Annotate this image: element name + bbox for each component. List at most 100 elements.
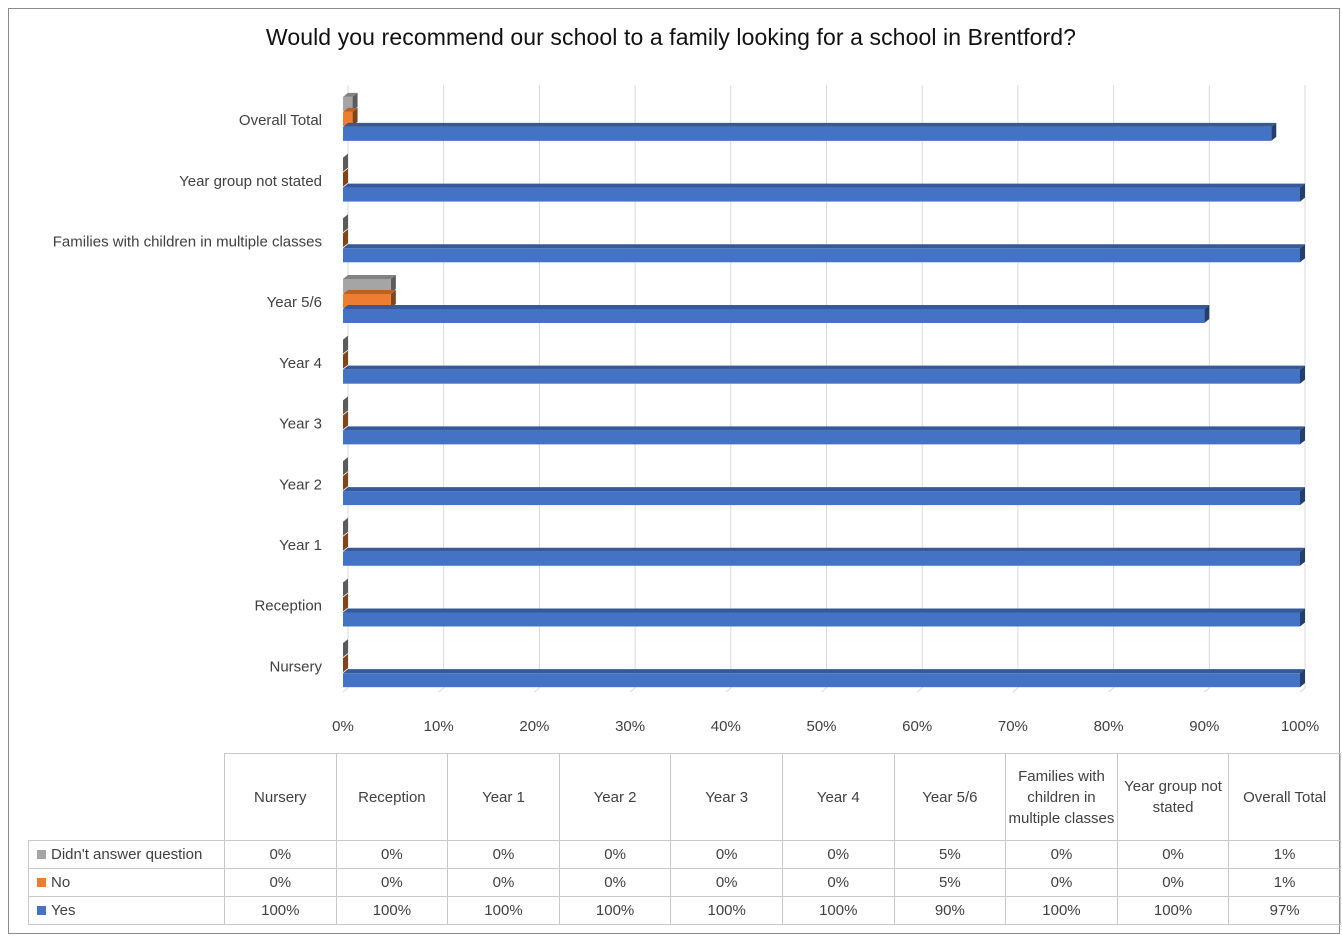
bar-yes-side — [1300, 426, 1305, 445]
table-cell: 0% — [447, 868, 560, 897]
bar-no-side — [343, 350, 348, 369]
table-cell: 0% — [558, 840, 672, 869]
y-axis-label: Year 2 — [279, 476, 322, 493]
bar-didnt-answer — [343, 96, 353, 111]
legend-label: No — [51, 874, 71, 891]
table-cell: 0% — [670, 840, 783, 869]
x-tick-label: 40% — [711, 718, 741, 735]
gridline-floor — [1108, 687, 1114, 693]
table-column-header: Overall Total — [1228, 753, 1341, 841]
x-tick-label: 60% — [902, 718, 932, 735]
bar-didnt-answer-side — [343, 578, 348, 597]
legend-label: Yes — [51, 902, 76, 919]
bar-no-top — [343, 107, 358, 112]
x-tick-label: 80% — [1094, 718, 1124, 735]
bar-yes-side — [1204, 304, 1210, 323]
legend-swatch — [37, 878, 46, 887]
table-cell: 0% — [670, 868, 783, 897]
bar-no — [343, 111, 353, 126]
y-axis-label: Overall Total — [239, 112, 322, 129]
bar-yes — [343, 491, 1300, 506]
bar-yes-side — [1300, 244, 1305, 263]
table-cell: 100% — [1005, 896, 1118, 925]
y-axis-label: Year 5/6 — [267, 294, 322, 311]
x-tick-label: 50% — [806, 718, 836, 735]
table-cell: 100% — [670, 896, 783, 925]
bar-didnt-answer-side — [343, 639, 348, 658]
bar-yes-top — [343, 669, 1305, 674]
bar-yes-top — [343, 608, 1305, 613]
gridline-floor — [1203, 687, 1210, 693]
bar-yes-side — [1271, 122, 1277, 141]
bar-didnt-answer-top — [343, 92, 358, 97]
bar-yes-side — [1300, 608, 1305, 627]
gridline-floor — [342, 687, 349, 693]
table-column-header: Nursery — [224, 753, 337, 841]
bar-didnt-answer-side — [343, 457, 348, 476]
table-column-header: Year 3 — [670, 753, 783, 841]
data-table: Nursery Reception Year 1 Year 2 Year 3 Year 4… — [28, 753, 1341, 925]
table-cell: 0% — [224, 868, 337, 897]
table-cell: 100% — [224, 896, 337, 925]
bar-no-side — [343, 411, 348, 430]
bar-no-side — [343, 532, 348, 551]
gridline-floor — [1299, 687, 1306, 693]
bar-yes-top — [343, 122, 1277, 127]
table-cell: 0% — [447, 840, 560, 869]
gridline-floor — [629, 687, 636, 693]
table-row: Yes 100% 100% 100% 100% 100% 100% 90% 100% 100% 97… — [28, 896, 1341, 925]
table-column-header: Year 4 — [781, 753, 895, 841]
table-cell: 0% — [1116, 840, 1230, 869]
bar-didnt-answer-side — [343, 396, 348, 415]
x-tick-label: 100% — [1281, 718, 1319, 735]
table-cell: 0% — [781, 868, 895, 897]
bar-yes-side — [1300, 183, 1305, 202]
table-cell: 0% — [1005, 868, 1118, 897]
table-cell: 100% — [335, 896, 449, 925]
table-series-label: Didn't answer question — [28, 840, 225, 869]
table-column-header: Year 5/6 — [893, 753, 1007, 841]
table-cell: 0% — [335, 840, 449, 869]
bar-didnt-answer — [343, 278, 391, 293]
bar-yes — [343, 248, 1300, 263]
bar-didnt-answer-top — [343, 274, 396, 279]
bar-yes-side — [1300, 487, 1305, 506]
bar-yes-top — [343, 365, 1305, 370]
bar-yes-side — [1300, 365, 1305, 384]
y-axis-label: Year 1 — [279, 537, 322, 554]
table-cell: 100% — [558, 896, 672, 925]
bar-yes-top — [343, 304, 1210, 309]
bar-no-side — [390, 289, 396, 308]
table-cell: 0% — [781, 840, 895, 869]
gridline-floor — [725, 687, 732, 693]
bar-yes-side — [1300, 547, 1305, 566]
bar-yes — [343, 673, 1300, 688]
bar-didnt-answer-side — [343, 517, 348, 536]
gridline-floor — [821, 687, 827, 693]
y-axis-label: Nursery — [269, 658, 322, 675]
table-cell: 97% — [1228, 896, 1341, 925]
x-tick-label: 30% — [615, 718, 645, 735]
gridline-floor — [534, 687, 540, 693]
bar-yes-top — [343, 244, 1305, 249]
bar-no-side — [343, 472, 348, 491]
bar-didnt-answer-side — [343, 153, 348, 172]
x-tick-label: 90% — [1189, 718, 1219, 735]
table-cell: 100% — [447, 896, 560, 925]
data-table-header-row: Nursery Reception Year 1 Year 2 Year 3 Year 4… — [28, 753, 1341, 841]
bar-yes — [343, 187, 1300, 202]
bar-no — [343, 293, 391, 308]
gridline-floor — [916, 687, 923, 693]
bar-no-side — [343, 229, 348, 248]
table-column-header: Year 2 — [558, 753, 672, 841]
chart-plot: 0% 10% 20% 30% 40% 50% 60% 70% 80% 90% 100% Nursery… — [53, 85, 1319, 735]
bar-yes-top — [343, 487, 1305, 492]
y-axis-label: Year 3 — [279, 416, 322, 433]
y-axis-label: Families with children in multiple class… — [53, 233, 322, 250]
x-tick-label: 0% — [332, 718, 354, 735]
table-cell: 0% — [224, 840, 337, 869]
table-column-header: Families with children in multiple class… — [1005, 753, 1118, 841]
bar-yes-side — [1300, 669, 1305, 688]
table-column-header: Reception — [335, 753, 449, 841]
bar-yes — [343, 430, 1300, 445]
